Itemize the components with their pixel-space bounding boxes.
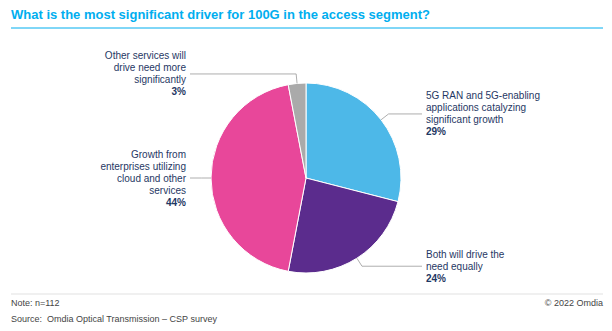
pie [211,83,401,273]
slice [211,85,306,272]
slice-label-line: enterprises utilizing [100,161,186,172]
data-label: 3% [172,86,187,97]
leader-line [357,258,422,266]
slice-label-line: cloud and other [117,173,187,184]
slice-label-line: drive need more [114,62,187,73]
slice-label-line: Both will drive the [426,249,505,260]
slice [288,83,306,178]
slice-label-line: Other services will [105,50,186,61]
slice-label-line: 5G RAN and 5G-enabling [426,90,540,101]
slice-label-line: significant growth [426,114,503,125]
slice [288,178,398,273]
annotation: © 2022 Omdia [545,298,603,308]
leader-line [190,74,297,83]
slice-label-line: Growth from [131,149,186,160]
leader-line [190,178,211,179]
slice-label: Both will drive theneed equally [426,249,505,272]
annotation: Source: Omdia Optical Transmission – CSP… [11,314,217,324]
annotation: Note: n=112 [11,298,60,308]
slice-label: 5G RAN and 5G-enablingapplications catal… [426,90,540,125]
data-label: 29% [426,126,446,137]
footer-rule [11,294,603,295]
slice-label-line: applications catalyzing [426,102,526,113]
slice-label-line: services [149,185,186,196]
slice-label-line: significantly [134,74,186,85]
leader-line [381,114,422,120]
title-rule [11,28,603,29]
slice-label-line: need equally [426,261,483,272]
title: What is the most significant driver for … [11,7,430,22]
slice-label: Other services willdrive need moresignif… [105,50,187,85]
chart: What is the most significant driver for … [0,0,612,331]
slice-label: Growth fromenterprises utilizingcloud an… [100,149,186,196]
data-label: 44% [166,197,186,208]
data-label: 24% [426,273,446,284]
